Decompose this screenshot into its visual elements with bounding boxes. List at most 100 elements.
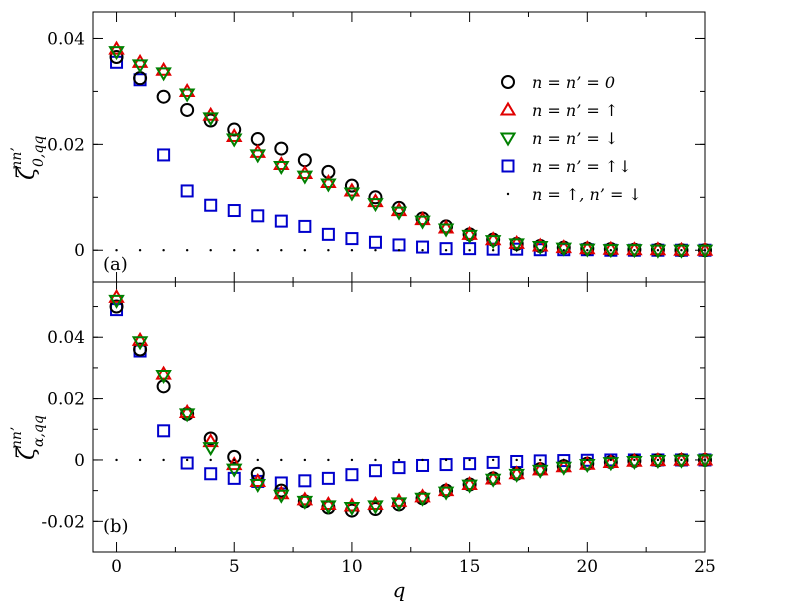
svg-text:ζ0,qqnn’: ζ0,qq nn’ xyxy=(9,136,47,180)
panel-a-point-triangle-down xyxy=(296,170,314,185)
panel-a-point-square xyxy=(392,238,406,252)
panel-a-point-triangle-down xyxy=(673,244,690,259)
panel-b-point-triangle-down xyxy=(367,500,384,515)
panel-a-point-triangle-down xyxy=(508,238,525,253)
x-axis-label: q xyxy=(393,578,406,602)
panel-b-point-circle xyxy=(227,449,242,464)
panel-b-point-dot xyxy=(656,458,660,462)
panel-a-point-square xyxy=(416,240,430,254)
panel-a-point-dot xyxy=(350,249,354,252)
panel-b-point-triangle-up xyxy=(367,495,384,510)
legend-marker-nup xyxy=(499,101,517,116)
panel-b-point-dot xyxy=(703,458,707,462)
panel-b-point-dot xyxy=(233,458,236,462)
panel-a-point-triangle-up xyxy=(320,173,337,189)
panel-a-point-dot xyxy=(327,249,330,252)
panel-a-point-dot xyxy=(374,249,377,252)
panel-a-point-triangle-down xyxy=(225,133,243,148)
panel-b-point-triangle-up xyxy=(437,482,455,497)
panel-b-point-triangle-down xyxy=(296,495,314,510)
panel-a-point-triangle-up xyxy=(555,239,573,254)
panel-a-point-triangle-up xyxy=(367,193,384,208)
svg-text:ζα,qqnn’: ζα,qq nn’ xyxy=(9,415,47,460)
panel-b-ylabel-sup: nn’ xyxy=(9,427,25,449)
panel-a-point-triangle-down xyxy=(155,67,172,82)
panel-b-point-square xyxy=(416,458,430,472)
panel-b-point-triangle-down xyxy=(131,336,149,351)
panel-b-point-triangle-up xyxy=(131,331,149,346)
x-tick-label: 15 xyxy=(459,557,481,577)
panel-a-point-dot xyxy=(185,249,189,252)
panel-b-point-triangle-down xyxy=(508,468,525,483)
panel-a-point-circle xyxy=(156,89,171,104)
panel-b-point-dot xyxy=(327,458,330,462)
panel-b-y-tick-label: -0.02 xyxy=(41,512,85,532)
panel-b-point-dot xyxy=(539,458,542,462)
panel-a-point-circle xyxy=(180,102,195,117)
panel-b-point-triangle-down xyxy=(108,294,125,309)
panel-a-point-triangle-down xyxy=(202,112,219,127)
panel-a: 00.020.04 (a) ζ0,qqnn’ n = n’ = 0n = n’ … xyxy=(9,11,714,283)
panel-a-point-triangle-down xyxy=(531,240,549,256)
x-tick-label: 10 xyxy=(341,557,363,577)
panel-b-point-triangle-up xyxy=(579,455,596,470)
panel-b-point-dot xyxy=(586,458,589,462)
panel-b-point-dot xyxy=(374,458,377,462)
x-tick-label: 25 xyxy=(694,557,716,577)
panel-b-point-triangle-up xyxy=(390,492,408,507)
panel-a-point-triangle-down xyxy=(414,215,431,230)
panel-b-point-square xyxy=(180,456,194,470)
panel-b-point-square xyxy=(392,461,406,475)
panel-b-point-triangle-up xyxy=(225,456,243,471)
panel-a-point-triangle-down xyxy=(602,244,620,259)
panel-b-point-triangle-down xyxy=(484,473,502,488)
panel-a-point-circle xyxy=(344,178,359,193)
panel-b-point-square xyxy=(204,467,218,481)
panel-b-point-triangle-down xyxy=(390,497,408,512)
panel-a-point-triangle-down xyxy=(273,161,290,176)
panel-b-point-triangle-down xyxy=(249,478,267,493)
panel-b-point-triangle-down xyxy=(649,455,667,470)
panel-b-point-dot xyxy=(562,458,565,462)
panel-b-point-dot xyxy=(209,458,212,462)
panel-b-point-circle xyxy=(203,431,218,446)
panel-a-point-triangle-down xyxy=(390,206,408,221)
panel-b-point-triangle-up xyxy=(320,495,337,510)
panel-a-point-square xyxy=(439,242,453,256)
panel-b-point-dot xyxy=(421,458,424,462)
legend-marker-nupdown xyxy=(501,159,515,173)
panel-a-point-dot xyxy=(539,249,542,252)
panel-a-point-dot xyxy=(703,249,707,252)
panel-a-point-dot xyxy=(515,249,518,252)
panel-b-point-triangle-down xyxy=(461,479,478,494)
panel-a-point-dot xyxy=(256,249,259,252)
panel-a-point-square xyxy=(204,198,218,212)
panel-a-point-triangle-up xyxy=(461,225,478,240)
panel-a-point-square xyxy=(157,148,171,162)
panel-a-point-square xyxy=(463,242,477,256)
panel-b-point-dot xyxy=(468,458,471,462)
panel-a-point-dot xyxy=(280,249,283,252)
panel-b-point-square xyxy=(321,471,335,485)
legend-label-ndown: n = n’ = ↓ xyxy=(532,129,618,148)
panel-b-point-dot xyxy=(280,458,283,462)
panel-a-point-triangle-down xyxy=(367,198,384,213)
panel-a-point-square xyxy=(274,214,288,228)
panel-a-point-square xyxy=(298,219,312,233)
panel-b-y-tick-label: 0.02 xyxy=(47,390,85,410)
panel-b-point-triangle-up xyxy=(555,458,573,473)
panel-a-point-circle xyxy=(368,190,383,205)
panel-b-point-triangle-down xyxy=(626,455,643,470)
panel-b-point-square xyxy=(345,468,359,482)
panel-b-point-triangle-down xyxy=(602,457,620,472)
panel-a-point-dot xyxy=(209,249,212,252)
panel-a-point-triangle-down xyxy=(108,46,125,61)
legend-marker-ndown xyxy=(499,132,517,147)
panel-a-point-triangle-down xyxy=(626,244,643,259)
panel-b-point-triangle-up xyxy=(414,488,431,503)
panel-b-point-triangle-up xyxy=(626,452,643,467)
panel-b-point-triangle-up xyxy=(461,476,478,491)
panel-b-frame xyxy=(92,281,706,553)
panel-a-point-triangle-down xyxy=(649,244,667,259)
panel-b-y-axis-label: ζα,qq nn’ xyxy=(9,415,47,460)
